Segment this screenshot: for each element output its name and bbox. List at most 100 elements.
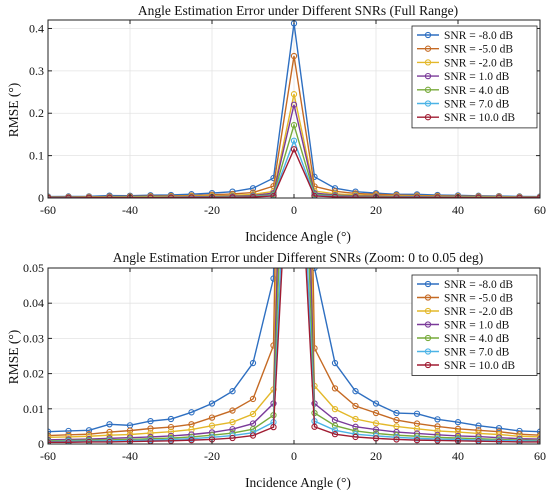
data-point [454, 419, 462, 426]
y-tick-label: 0.04 [23, 296, 44, 310]
data-point [249, 359, 257, 367]
legend-label: SNR = 1.0 dB [444, 320, 510, 332]
legend-item: SNR = -8.0 dB [417, 279, 513, 291]
legend-item: SNR = -2.0 dB [417, 306, 513, 318]
legend-marker [424, 100, 432, 107]
x-tick-label: 40 [452, 203, 464, 217]
y-tick-label: 0.3 [29, 64, 44, 78]
data-point [290, 52, 298, 60]
chart-title: Angle Estimation Error under Different S… [113, 250, 484, 265]
data-point [331, 422, 339, 429]
y-tick-label: 0 [38, 191, 44, 205]
data-point [311, 423, 318, 430]
data-point [352, 433, 359, 441]
y-tick-label: 0.1 [29, 149, 44, 163]
data-point [249, 426, 257, 433]
legend-label: SNR = -2.0 dB [444, 57, 513, 69]
chart-zoom: Angle Estimation Error under Different S… [6, 250, 546, 490]
data-point [229, 194, 236, 198]
data-point [352, 194, 359, 198]
data-point [331, 406, 339, 413]
data-point [352, 402, 359, 410]
data-point [167, 415, 175, 423]
y-tick-label: 0.01 [23, 402, 44, 416]
data-point [536, 438, 540, 444]
data-point [516, 438, 523, 444]
data-point [249, 395, 257, 403]
legend-marker [424, 321, 432, 328]
data-point [331, 385, 339, 392]
data-point [393, 409, 400, 417]
legend-item: SNR = -2.0 dB [417, 57, 513, 69]
chart-title: Angle Estimation Error under Different S… [138, 3, 458, 18]
x-tick-label: 0 [291, 449, 297, 463]
legend-marker [424, 72, 432, 80]
data-point [495, 425, 503, 432]
data-point [290, 121, 298, 129]
data-point [352, 388, 359, 395]
data-point [290, 101, 298, 108]
data-point [65, 427, 72, 435]
x-tick-label: 60 [534, 449, 546, 463]
legend-marker [424, 294, 432, 301]
x-axis-label: Incidence Angle (°) [245, 475, 351, 490]
legend-box [411, 25, 538, 129]
legend-item: SNR = 10.0 dB [417, 112, 515, 124]
y-tick-label: 0 [38, 437, 44, 451]
legend-label: SNR = -2.0 dB [444, 306, 513, 318]
x-axis-label: Incidence Angle (°) [245, 229, 351, 244]
data-point [393, 194, 400, 198]
legend-item: SNR = 1.0 dB [417, 320, 510, 332]
y-tick-label: 0.4 [29, 21, 44, 35]
data-point [126, 438, 134, 444]
data-point [85, 438, 93, 444]
data-point [311, 268, 318, 272]
data-point [106, 421, 113, 428]
data-point [106, 438, 113, 444]
y-axis-label: RMSE (°) [6, 330, 21, 385]
data-point [229, 426, 236, 433]
legend-marker [424, 31, 432, 39]
data-point [290, 91, 298, 98]
legend-marker [424, 114, 432, 121]
data-point [208, 400, 216, 407]
data-point [413, 436, 421, 444]
data-point [331, 430, 339, 438]
series-line [48, 268, 540, 433]
legend-label: SNR = -5.0 dB [444, 44, 513, 56]
data-point [270, 423, 277, 431]
data-point [208, 422, 216, 429]
y-axis-label: RMSE (°) [6, 83, 21, 138]
data-point [372, 426, 380, 433]
legend-item: SNR = -8.0 dB [417, 30, 513, 42]
x-tick-label: 0 [291, 203, 297, 217]
data-point [495, 438, 503, 444]
data-point [434, 427, 441, 435]
x-tick-label: 60 [534, 203, 546, 217]
legend-label: SNR = 7.0 dB [444, 347, 510, 359]
data-point [290, 137, 298, 144]
data-point [352, 423, 359, 430]
legend-marker [424, 45, 432, 52]
data-point [536, 428, 540, 435]
legend-item: SNR = 4.0 dB [417, 333, 510, 345]
data-point [229, 388, 236, 395]
data-point [331, 359, 339, 367]
x-tick-label: -60 [40, 449, 56, 463]
data-point [167, 423, 175, 431]
data-point [208, 414, 216, 421]
data-point [290, 146, 298, 153]
data-point [147, 417, 154, 425]
data-point [167, 428, 175, 435]
series-line [48, 268, 540, 439]
data-point [372, 420, 380, 427]
data-point [249, 432, 257, 439]
legend-item: SNR = 4.0 dB [417, 85, 510, 97]
x-tick-label: -40 [122, 449, 138, 463]
legend-marker [424, 334, 432, 342]
data-point [454, 428, 462, 436]
data-point [249, 410, 257, 418]
data-point [434, 437, 441, 444]
legend-marker [424, 86, 432, 93]
